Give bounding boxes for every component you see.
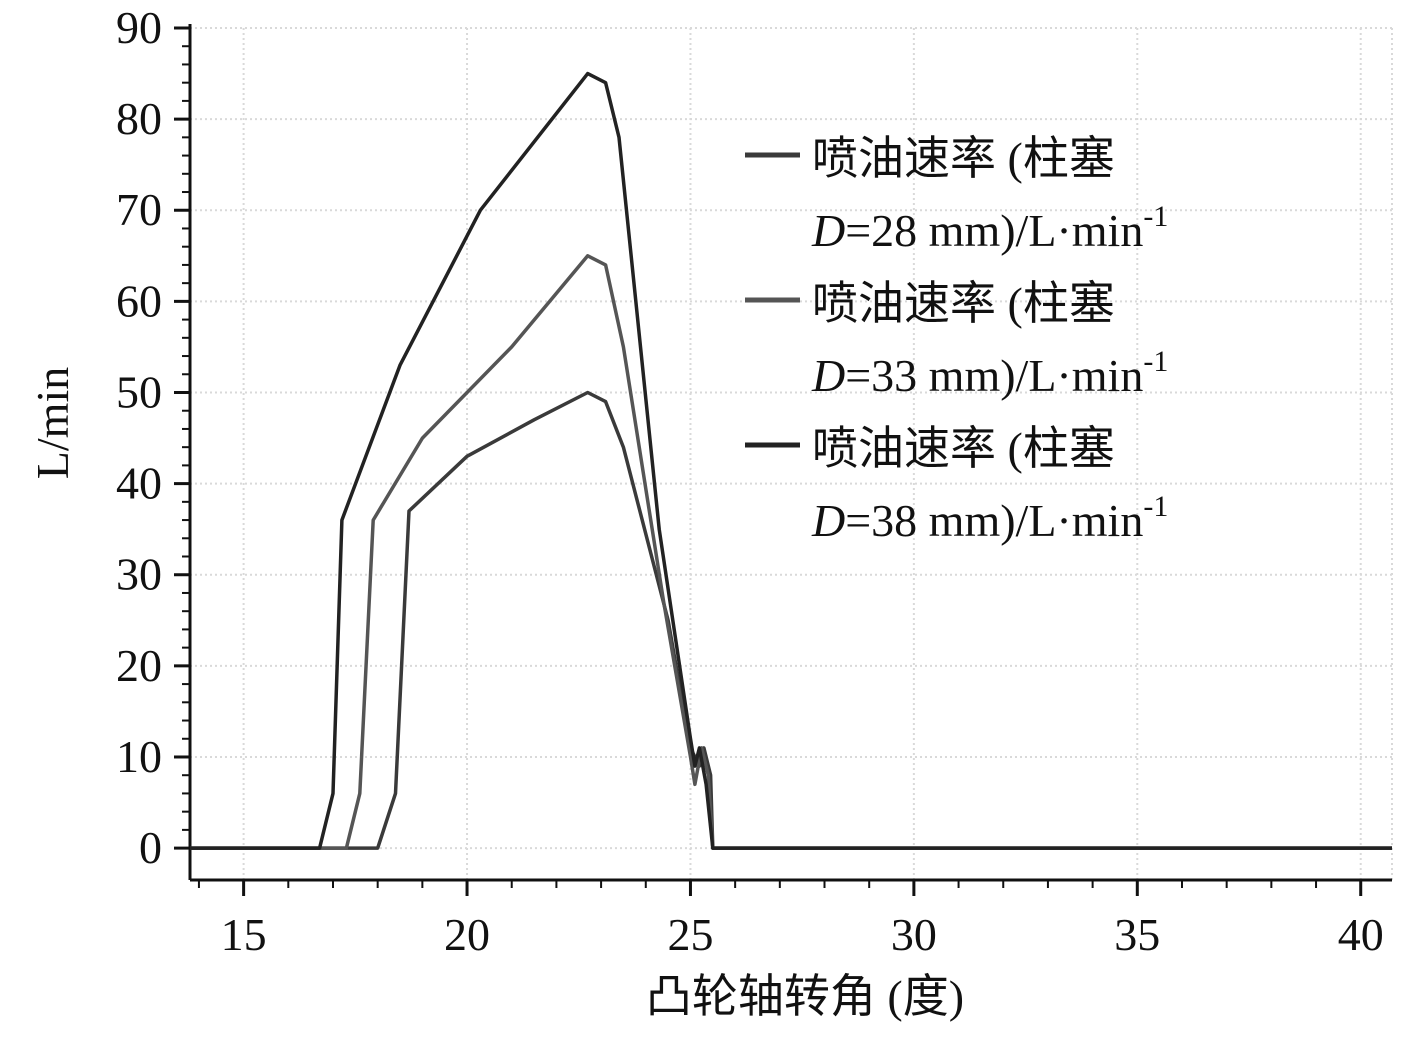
y-tick-label: 20 [116, 640, 162, 691]
legend-unit: =33 mm)/L·min [845, 350, 1143, 401]
x-axis-title: 凸轮轴转角 (度) [646, 971, 964, 1022]
axes-layer: 0 10 20 30 40 50 60 70 80 90 15 20 25 30 35 40 [116, 2, 1392, 960]
series-layer [190, 71, 1392, 850]
y-tick-label: 0 [139, 822, 162, 873]
y-tick-label: 60 [116, 275, 162, 326]
y-tick-label: 10 [116, 731, 162, 782]
legend-unit-exponent: -1 [1143, 345, 1168, 378]
legend-label-1-line2: D=28 mm)/L·min-1 [811, 200, 1168, 256]
legend-label-1-line1: 喷油速率 (柱塞 [812, 133, 1115, 184]
y-tick-label: 40 [116, 458, 162, 509]
series-line-2 [190, 254, 1392, 850]
legend-label-2-line1: 喷油速率 (柱塞 [812, 278, 1115, 329]
series-line-3 [190, 71, 1392, 850]
x-tick-label: 30 [891, 909, 937, 960]
x-tick-label: 15 [221, 909, 267, 960]
x-tick-label: 35 [1114, 909, 1160, 960]
legend-label-3-line1: 喷油速率 (柱塞 [812, 423, 1115, 474]
legend-unit: =38 mm)/L·min [845, 495, 1143, 546]
x-tick-label: 40 [1338, 909, 1384, 960]
y-tick-label: 90 [116, 2, 162, 53]
series-line-1 [190, 390, 1392, 850]
legend-variable: D [811, 495, 845, 546]
y-tick-label: 50 [116, 366, 162, 417]
legend-label-3-line2: D=38 mm)/L·min-1 [811, 490, 1168, 546]
x-tick-label: 20 [444, 909, 490, 960]
legend-unit-exponent: -1 [1143, 200, 1168, 233]
y-tick-label: 70 [116, 184, 162, 235]
legend-label-2-line2: D=33 mm)/L·min-1 [811, 345, 1168, 401]
y-axis-title: L/min [27, 367, 78, 479]
legend-unit: =28 mm)/L·min [845, 205, 1143, 256]
x-tick-label: 25 [667, 909, 713, 960]
legend-variable: D [811, 205, 845, 256]
legend-unit-exponent: -1 [1143, 490, 1168, 523]
legend-variable: D [811, 350, 845, 401]
y-tick-label: 80 [116, 93, 162, 144]
y-tick-label: 30 [116, 549, 162, 600]
